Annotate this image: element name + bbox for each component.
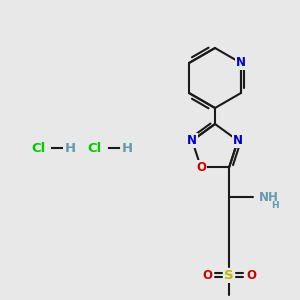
Text: NH: NH bbox=[259, 191, 279, 204]
Text: O: O bbox=[196, 161, 206, 174]
Text: H: H bbox=[122, 142, 133, 154]
Text: H: H bbox=[64, 142, 76, 154]
Text: Cl: Cl bbox=[88, 142, 102, 154]
Text: H: H bbox=[272, 201, 279, 210]
Text: O: O bbox=[202, 269, 212, 282]
Text: Cl: Cl bbox=[31, 142, 45, 154]
Text: S: S bbox=[224, 269, 234, 282]
Text: O: O bbox=[246, 269, 256, 282]
Text: N: N bbox=[187, 134, 197, 147]
Text: N: N bbox=[233, 134, 243, 147]
Text: N: N bbox=[236, 56, 246, 70]
